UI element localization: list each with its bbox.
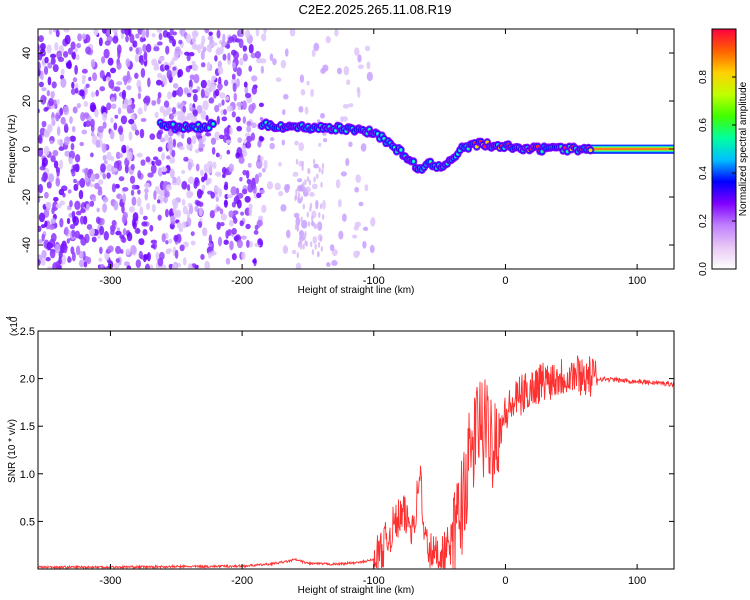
colorbar-axis: 0.0 0.2 0.4 0.6 0.8 Normalized spectral ampli… <box>698 70 749 276</box>
colorbar <box>711 28 737 270</box>
x-tick-label: 100 <box>628 275 646 287</box>
zero-band <box>584 144 674 147</box>
line-background <box>38 331 674 569</box>
colorbar-tick-label: 0.0 <box>698 262 709 276</box>
x-tick-label: 100 <box>628 575 646 587</box>
y-scale-label: (x10 <box>9 316 20 336</box>
zero-band <box>584 152 674 154</box>
zero-band <box>584 148 674 150</box>
y-tick-label: -40 <box>21 237 33 253</box>
x-axis-label: Height of straight line (km) <box>298 585 415 596</box>
y-scale-exponent: 4 <box>6 316 13 320</box>
y-tick-label: 1.0 <box>20 469 35 481</box>
x-axis-label: Height of straight line (km) <box>298 285 415 296</box>
x-tick-label: -100 <box>363 575 385 587</box>
y-tick-label: -20 <box>21 189 33 205</box>
x-tick-label: -200 <box>231 275 253 287</box>
colorbar-tick-label: 0.4 <box>698 166 709 180</box>
zero-band <box>584 150 674 152</box>
zero-band <box>584 151 674 153</box>
colorbar-tick-label: 0.8 <box>698 70 709 84</box>
snr-series-line <box>38 355 674 569</box>
zero-band <box>584 149 674 151</box>
line-frame <box>37 330 675 570</box>
y-tick-label: 0 <box>21 146 33 152</box>
x-tick-label: 0 <box>502 575 508 587</box>
figure-title: C2E2.2025.265.11.08.R19 <box>298 2 452 17</box>
y-tick-label: 2.5 <box>20 326 35 338</box>
heatmap-cells <box>38 29 674 269</box>
x-tick-label: -300 <box>99 575 121 587</box>
y-tick-label: 2.0 <box>20 374 35 386</box>
colorbar-tick-label: 0.2 <box>698 214 709 228</box>
y-tick-label: 0.5 <box>20 516 35 528</box>
colorbar-label: Normalized spectral amplitude <box>738 81 749 216</box>
x-tick-label: 0 <box>502 275 508 287</box>
y-tick-label: 1.5 <box>20 421 35 433</box>
zero-band <box>584 147 674 149</box>
y-tick-label: 20 <box>21 95 33 107</box>
zero-band <box>584 146 674 148</box>
y-axis-label: SNR (10 * v/v) <box>7 419 18 483</box>
y-axis-label: Frequency (Hz) <box>7 115 18 184</box>
x-tick-label: -200 <box>231 575 253 587</box>
line-axes: -300 -200 -100 0 100 0.5 1.0 1.5 2.0 2.5 Height of… <box>6 316 674 596</box>
zero-band <box>584 145 674 147</box>
colorbar-tick-label: 0.6 <box>698 118 709 132</box>
x-tick-label: -300 <box>99 275 121 287</box>
y-tick-label: 40 <box>21 47 33 59</box>
x-tick-label: -100 <box>363 275 385 287</box>
